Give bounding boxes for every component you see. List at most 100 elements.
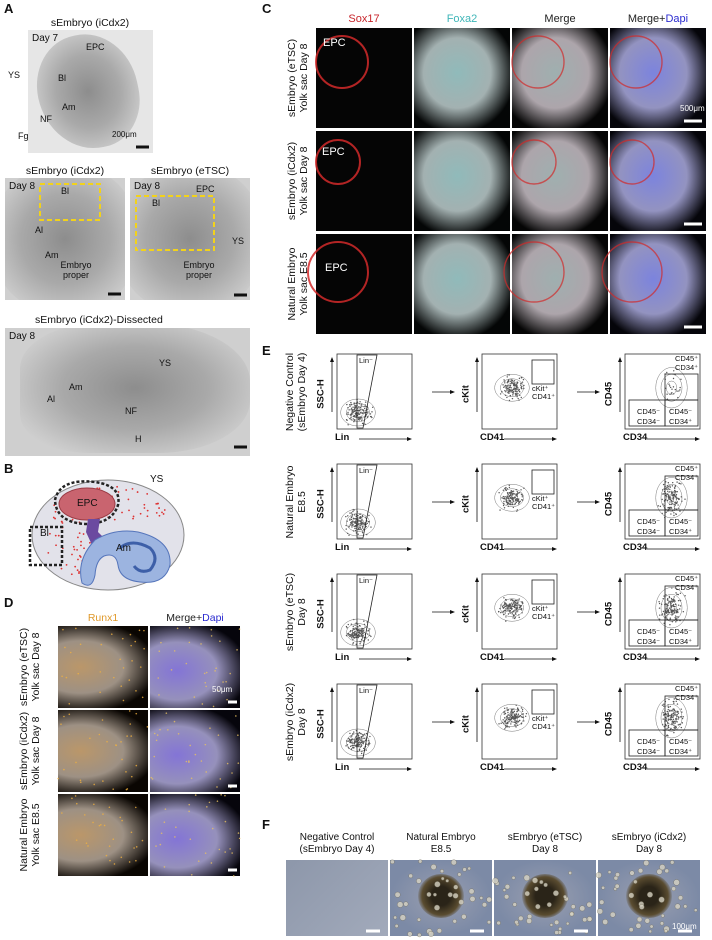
micrograph [58, 794, 148, 876]
event-dot [667, 488, 670, 490]
dissection-box [135, 195, 215, 251]
event-dot [367, 521, 370, 523]
event-dot [367, 633, 369, 635]
event-dot [520, 604, 522, 607]
gate-label: CD34⁺ [669, 527, 693, 536]
cell-signal [62, 628, 64, 631]
event-dot [503, 507, 506, 509]
structure-label: Embryo proper [183, 260, 215, 281]
gate-label: CD34⁻ [637, 637, 661, 646]
blood-island-dot [74, 565, 77, 568]
micrograph [316, 131, 412, 231]
cell-signal [210, 628, 213, 631]
cell-signal [121, 819, 123, 822]
event-dot [350, 516, 353, 519]
epc-signal [307, 241, 369, 303]
micrograph [150, 794, 240, 876]
event-dot [350, 407, 353, 409]
density-contour [660, 484, 683, 512]
event-dot [502, 604, 504, 607]
column-header: Merge+Dapi [166, 612, 224, 624]
blood-island-dot [162, 513, 165, 515]
event-dot [350, 634, 352, 636]
event-dot [361, 405, 363, 408]
event-dot [355, 515, 357, 518]
event-dot [674, 507, 676, 510]
quadrant-gate [664, 399, 699, 427]
micrograph [414, 234, 510, 334]
blood-island-dot [78, 570, 80, 573]
event-dot [669, 488, 671, 491]
event-dot [514, 393, 517, 395]
row-label-line: sEmbryo (iCdx2) [285, 141, 298, 221]
event-dot [673, 512, 675, 514]
cell-signal [212, 705, 215, 708]
cell-signal [93, 783, 96, 786]
event-dot [518, 616, 520, 619]
event-dot [350, 401, 352, 404]
blood-island-dot [155, 511, 158, 514]
event-dot [357, 417, 359, 419]
gate-label: CD34⁻ [637, 527, 661, 536]
event-dot [520, 377, 523, 379]
cell-signal [204, 681, 207, 684]
event-dot [678, 482, 680, 484]
event-dot [507, 497, 510, 500]
scale-bar-label: 50μm [212, 685, 233, 694]
event-dot [671, 605, 673, 607]
event-dot [509, 497, 511, 499]
event-dot [509, 384, 512, 387]
panel-label: F [262, 817, 270, 832]
blood-island-dot [54, 517, 56, 520]
gate-label: CD45⁻ [637, 517, 661, 526]
structure-label: YS [159, 358, 172, 368]
event-dot [662, 610, 665, 613]
event-dot [498, 492, 500, 494]
blood-island-dot [131, 487, 134, 490]
event-dot [676, 593, 678, 596]
cell-signal [188, 803, 191, 806]
event-dot [662, 483, 665, 486]
event-dot [357, 514, 359, 517]
event-dot [364, 516, 366, 518]
header-part: Foxa2 [446, 13, 478, 25]
density-contour [351, 407, 365, 418]
event-dot [667, 490, 669, 492]
y-axis-arrowhead [475, 467, 479, 472]
event-dot [673, 503, 675, 506]
event-dot [513, 606, 516, 609]
cell-signal [120, 856, 123, 859]
cell-signal [60, 723, 62, 725]
event-dot [354, 419, 356, 421]
event-dot [350, 623, 353, 625]
event-dot [659, 614, 661, 616]
event-dot [672, 605, 675, 607]
blood-island-dot [60, 567, 63, 570]
density-contour [505, 383, 519, 393]
cell-signal [119, 816, 122, 819]
event-dot [349, 518, 351, 520]
event-dot [666, 486, 668, 489]
event-dot [349, 635, 352, 637]
cell-signal [205, 685, 207, 688]
cell-signal [79, 643, 82, 646]
cell-signal [219, 778, 222, 780]
cell-signal [100, 824, 102, 826]
event-dot [673, 370, 675, 372]
event-dot [666, 499, 669, 502]
micrograph [512, 28, 608, 128]
event-dot [518, 604, 520, 606]
cell-signal [222, 681, 224, 683]
event-dot [669, 486, 671, 488]
x-axis-arrowhead [407, 547, 412, 551]
event-dot [363, 416, 365, 418]
gate-label: CD41⁺ [532, 502, 556, 511]
cell-signal [185, 662, 188, 665]
event-dot [521, 385, 523, 388]
cell-signal [119, 658, 121, 661]
cell-signal [173, 650, 176, 652]
event-dot [371, 406, 374, 408]
event-dot [513, 385, 516, 387]
event-dot [512, 490, 515, 492]
